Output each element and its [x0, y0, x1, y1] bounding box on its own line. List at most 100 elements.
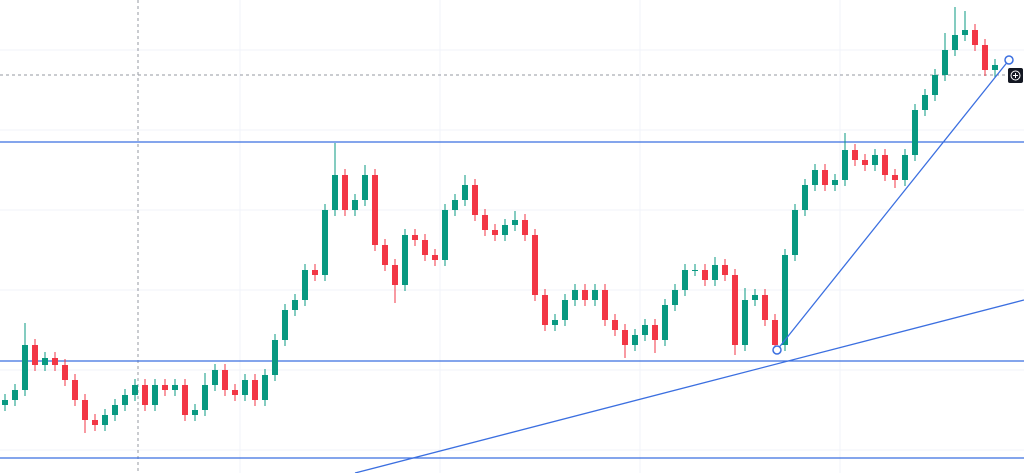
- candle-body: [152, 385, 158, 405]
- candle-body: [852, 150, 858, 160]
- trend-line: [776, 59, 1010, 351]
- candle-body: [522, 220, 528, 235]
- candle-body: [322, 210, 328, 275]
- candle-body: [592, 290, 598, 300]
- candle-body: [62, 365, 68, 380]
- candle-body: [352, 200, 358, 210]
- candle-body: [72, 380, 78, 400]
- candle-body: [302, 270, 308, 300]
- candle-body: [642, 325, 648, 335]
- candle-body: [472, 185, 478, 215]
- candle-body: [432, 255, 438, 260]
- trend-handle[interactable]: [772, 345, 782, 355]
- candle-body: [412, 235, 418, 240]
- candle-body: [732, 275, 738, 345]
- candle-body: [182, 385, 188, 415]
- candles: [2, 7, 998, 433]
- candle-body: [692, 270, 698, 271]
- candle-body: [12, 390, 18, 400]
- candle-body: [882, 155, 888, 175]
- candle-body: [712, 265, 718, 280]
- candle-body: [222, 370, 228, 390]
- candle-body: [812, 170, 818, 185]
- candle-body: [752, 295, 758, 300]
- candle-body: [672, 290, 678, 305]
- candle-body: [652, 325, 658, 340]
- candle-body: [782, 255, 788, 345]
- candle-body: [682, 270, 688, 290]
- add-button[interactable]: [1008, 68, 1023, 83]
- candle-body: [402, 235, 408, 285]
- trend-line: [354, 299, 1024, 473]
- candle-body: [962, 30, 968, 35]
- candle-body: [992, 65, 998, 70]
- candle-body: [582, 290, 588, 300]
- candle-body: [252, 380, 258, 400]
- candle-body: [702, 270, 708, 280]
- candle-body: [332, 175, 338, 210]
- candle-body: [362, 175, 368, 200]
- candle-body: [312, 270, 318, 275]
- candle-body: [772, 320, 778, 345]
- candle-body: [342, 175, 348, 210]
- candle-body: [762, 295, 768, 320]
- candle-body: [942, 50, 948, 75]
- candle-body: [552, 320, 558, 325]
- candle-body: [512, 220, 518, 225]
- candle-body: [532, 235, 538, 295]
- candle-body: [192, 410, 198, 415]
- candle-body: [492, 230, 498, 235]
- levels: [0, 141, 1024, 459]
- candle-body: [742, 300, 748, 345]
- candle-body: [972, 30, 978, 45]
- candle-body: [862, 160, 868, 165]
- candle-body: [982, 45, 988, 70]
- candle-body: [632, 335, 638, 345]
- candle-body: [132, 385, 138, 395]
- candle-body: [622, 330, 628, 345]
- candle-body: [722, 265, 728, 275]
- candle-body: [502, 225, 508, 235]
- candle-body: [52, 358, 58, 365]
- trend-handle[interactable]: [1004, 55, 1014, 65]
- candle-body: [212, 370, 218, 385]
- candle-body: [832, 180, 838, 185]
- candle-body: [872, 155, 878, 165]
- candle-body: [32, 345, 38, 365]
- candle-body: [22, 345, 28, 390]
- candle-body: [172, 385, 178, 390]
- candle-body: [2, 400, 8, 405]
- candle-body: [102, 415, 108, 425]
- candle-body: [422, 240, 428, 255]
- candle-body: [292, 300, 298, 310]
- candle-body: [42, 358, 48, 365]
- candle-body: [922, 95, 928, 110]
- candle-body: [562, 300, 568, 320]
- candle-body: [842, 150, 848, 180]
- candle-body: [232, 390, 238, 395]
- candle-body: [262, 375, 268, 400]
- candle-body: [902, 155, 908, 180]
- candle-body: [372, 175, 378, 245]
- candle-body: [892, 175, 898, 180]
- candle-body: [92, 420, 98, 425]
- candle-body: [122, 395, 128, 405]
- candle-body: [382, 245, 388, 265]
- candle-body: [82, 400, 88, 420]
- candle-body: [272, 340, 278, 375]
- candle-body: [242, 380, 248, 395]
- candle-body: [662, 305, 668, 340]
- candle-body: [802, 185, 808, 210]
- candle-body: [482, 215, 488, 230]
- candle-body: [792, 210, 798, 255]
- candle-body: [602, 290, 608, 320]
- candle-body: [542, 295, 548, 325]
- candle-body: [452, 200, 458, 210]
- candle-body: [282, 310, 288, 340]
- candle-body: [822, 170, 828, 185]
- candle-body: [162, 385, 168, 390]
- candle-body: [462, 185, 468, 200]
